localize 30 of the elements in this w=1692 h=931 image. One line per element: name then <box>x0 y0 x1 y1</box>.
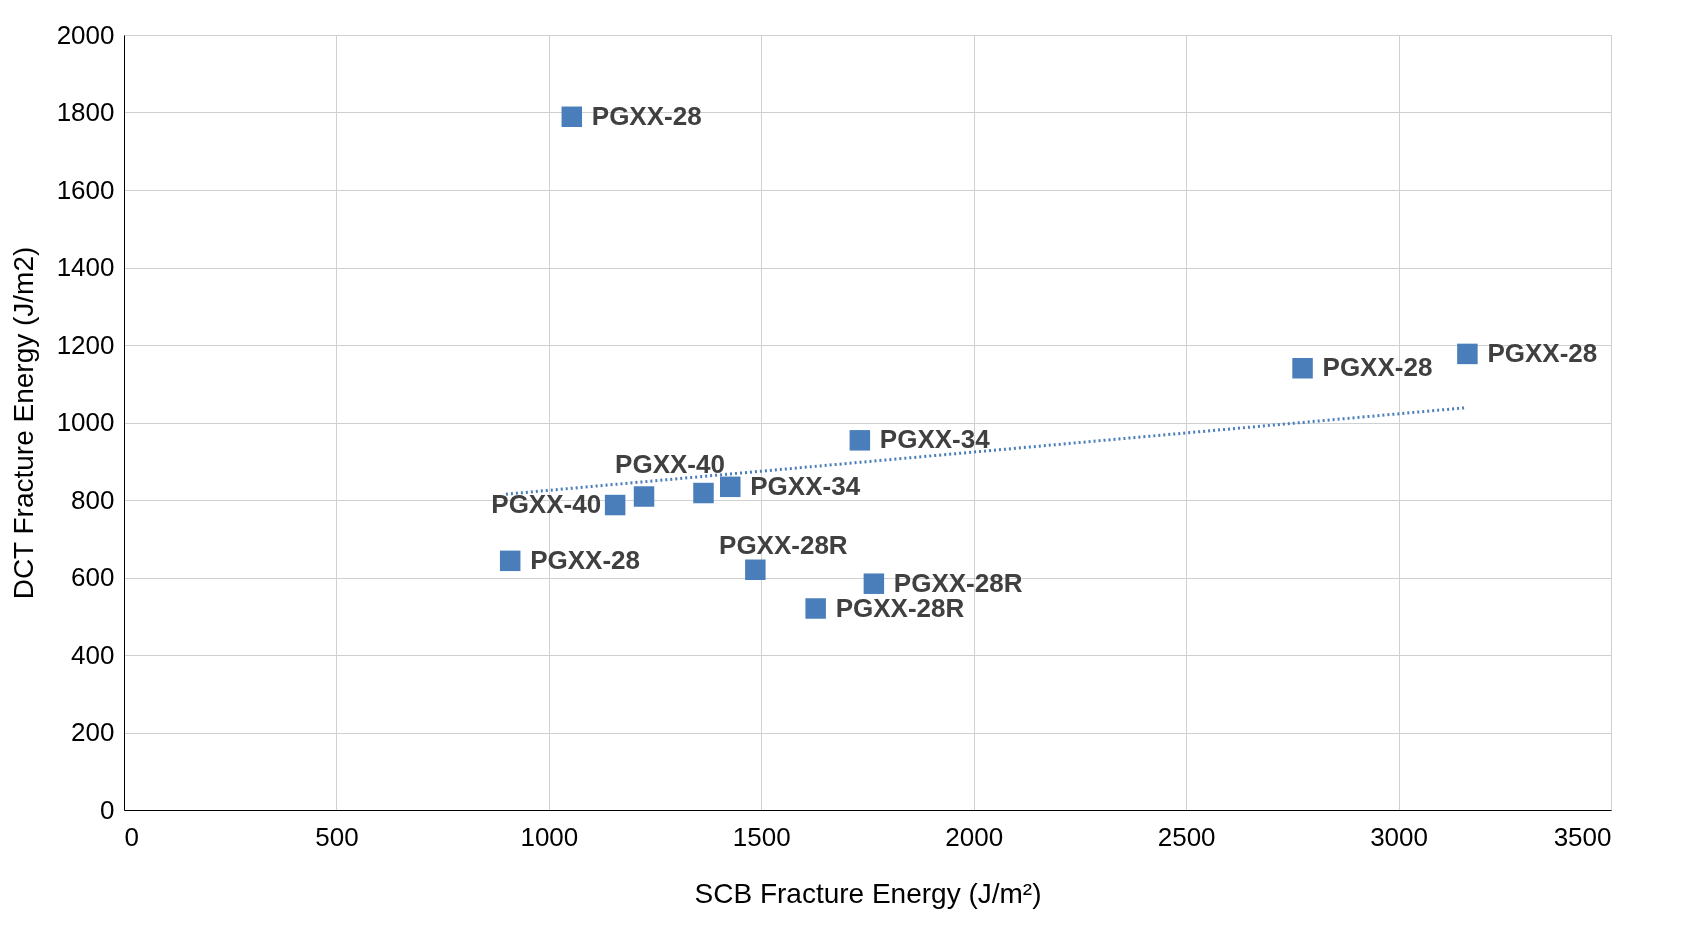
y-tick-label: 800 <box>71 484 115 515</box>
x-tick-label: 1500 <box>732 821 791 852</box>
data-label: PGXX-34 <box>879 424 991 455</box>
y-tick-label: 0 <box>100 794 115 825</box>
x-axis-title: SCB Fracture Energy (J/m²) <box>694 877 1042 909</box>
y-tick-label: 200 <box>71 717 115 747</box>
data-label: PGXX-34 <box>750 470 861 501</box>
data-label: PGXX-28 <box>1487 337 1598 368</box>
x-tick-label: 3500 <box>1553 821 1612 852</box>
y-tick-label: 2000 <box>56 19 115 50</box>
data-label: PGXX-28R <box>719 529 848 560</box>
x-tick-label: 500 <box>315 821 359 852</box>
x-tick-label: 1000 <box>520 821 579 852</box>
y-tick-label: 400 <box>71 639 115 670</box>
data-label: PGXX-28 <box>530 544 641 575</box>
x-tick-label: 0 <box>124 821 139 852</box>
data-label: PGXX-40 <box>491 489 602 520</box>
y-tick-label: 600 <box>71 562 115 592</box>
y-tick-label: 1400 <box>56 252 115 282</box>
data-label: PGXX-40 <box>615 448 725 479</box>
x-tick-label: 2500 <box>1157 821 1216 852</box>
y-tick-label: 1200 <box>56 329 115 360</box>
y-tick-label: 1600 <box>56 174 115 205</box>
data-label: PGXX-28 <box>591 100 702 131</box>
x-tick-label: 2000 <box>945 821 1004 852</box>
y-axis-title: DCT Fracture Energy (J/m2) <box>7 246 39 600</box>
data-label: PGXX-28 <box>1322 352 1433 383</box>
y-tick-label: 1000 <box>56 407 115 437</box>
y-tick-label: 1800 <box>56 97 115 127</box>
x-tick-label: 3000 <box>1370 821 1428 852</box>
